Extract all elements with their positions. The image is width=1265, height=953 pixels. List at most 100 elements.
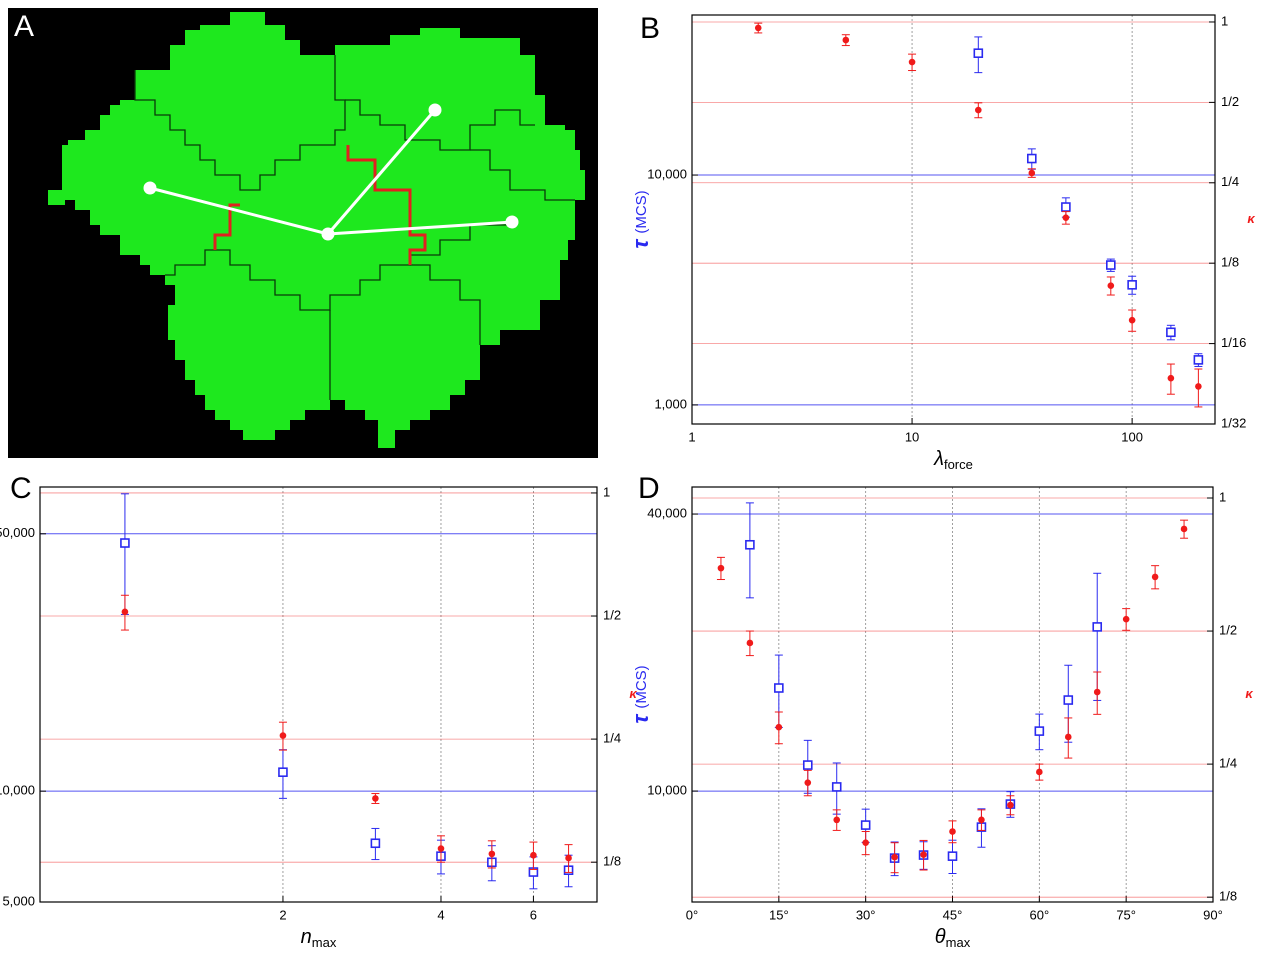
data-point — [746, 639, 754, 647]
x-axis-label-subscript: force — [944, 457, 973, 472]
y-axis-label: τ (MCS) — [628, 190, 653, 248]
chart-panel: 1 10 100 1,000 10,000 1 1/2 1/4 1/8 1/16 1/32 Bλfor… — [628, 12, 1256, 473]
y2-axis-label: κ — [1247, 211, 1255, 226]
data-point — [1063, 695, 1074, 705]
x-tick-label: 1 — [688, 429, 695, 444]
y-axis-label-symbol: τ — [628, 714, 653, 724]
data-point — [1166, 327, 1176, 338]
data-point — [1007, 801, 1014, 809]
panel-a: A — [8, 8, 598, 458]
x-tick-label: 4 — [437, 907, 444, 922]
data-point — [949, 828, 956, 835]
contact-boundary — [213, 145, 427, 265]
cell-center — [143, 181, 157, 195]
data-point — [891, 853, 898, 861]
data-point — [802, 760, 813, 770]
data-point — [1107, 282, 1115, 289]
data-point — [1026, 153, 1037, 164]
data-point — [120, 538, 130, 548]
x-tick-label: 2 — [279, 907, 286, 922]
x-axis-label-symbol: θ — [935, 926, 946, 948]
data-point — [860, 820, 871, 830]
data-point — [831, 782, 842, 792]
y-tick-label: 10,000 — [647, 166, 687, 181]
data-point — [804, 779, 812, 786]
y2-tick-label: 1/4 — [1221, 174, 1239, 189]
y2-axis-label: κ — [629, 686, 637, 701]
y2-tick-label: 1/8 — [603, 854, 621, 869]
x-tick-label: 90° — [1203, 907, 1223, 922]
data-point — [1036, 768, 1043, 776]
y2-tick-label: 1/8 — [1219, 889, 1237, 904]
x-tick-label: 100 — [1121, 429, 1143, 444]
data-point — [1092, 622, 1103, 632]
error-bar — [745, 502, 754, 599]
x-axis-label-symbol: n — [301, 926, 312, 948]
connection-line — [327, 220, 513, 236]
x-axis-label-symbol: λ — [933, 448, 944, 470]
y2-tick-label: 1/2 — [1221, 94, 1239, 109]
data-point — [947, 851, 958, 861]
data-point — [1180, 525, 1188, 533]
panel-label: B — [640, 12, 660, 45]
connection-line — [326, 109, 437, 235]
x-tick-label: 30° — [856, 907, 876, 922]
y2-axis-label: κ — [1245, 686, 1253, 701]
data-point — [775, 723, 783, 731]
y-tick-label: 10,000 — [647, 783, 687, 798]
data-point — [1034, 726, 1045, 736]
y-axis-label: τ (MCS) — [628, 665, 653, 723]
data-point — [745, 539, 755, 550]
center-connections — [143, 103, 519, 241]
connection-line — [149, 186, 329, 236]
y-axis-label-unit: (MCS) — [633, 190, 650, 233]
data-point — [370, 838, 381, 849]
y-tick-label: 1,000 — [654, 396, 687, 411]
data-point — [975, 106, 982, 114]
x-axis-label: λforce — [933, 448, 973, 472]
x-axis-label-subscript: max — [312, 935, 337, 950]
x-axis-label: θmax — [935, 926, 971, 950]
data-point — [1028, 169, 1036, 177]
data-point — [372, 795, 379, 802]
data-point — [862, 839, 869, 847]
data-point — [754, 24, 762, 32]
data-point — [565, 854, 572, 862]
x-tick-label: 45° — [943, 907, 963, 922]
data-point — [1093, 688, 1101, 696]
data-point — [1062, 214, 1070, 222]
y-tick-label: 5,000 — [2, 893, 35, 908]
x-tick-label: 0° — [686, 907, 698, 922]
data-point — [1064, 733, 1072, 741]
data-point — [973, 48, 984, 58]
data-point — [1167, 374, 1175, 382]
y2-tick-label: 1/2 — [603, 607, 621, 622]
panel-label: A — [14, 10, 34, 43]
data-point — [437, 845, 445, 852]
y-tick-label: 50,000 — [0, 525, 35, 540]
y-tick-label: 40,000 — [647, 505, 687, 520]
x-axis-label: nmax — [301, 926, 337, 950]
x-tick-label: 75° — [1116, 907, 1136, 922]
data-point — [842, 36, 850, 44]
y2-tick-label: 1/8 — [1221, 255, 1239, 270]
cell-center — [428, 103, 442, 117]
data-point — [978, 816, 985, 824]
chart-panel: 0° 15° 30° 45° 60° 75° 90° 10,000 40,000 1 1/2 1/4 1… — [628, 472, 1254, 951]
x-tick-label: 15° — [769, 907, 789, 922]
x-tick-label: 6 — [530, 907, 537, 922]
data-point — [1061, 202, 1071, 212]
panel-label: C — [10, 472, 32, 505]
data-point — [121, 608, 129, 616]
data-point — [717, 564, 725, 572]
data-point — [1151, 573, 1159, 581]
cell-center — [505, 215, 519, 229]
plot-frame — [39, 486, 598, 903]
y2-tick-label: 1/4 — [603, 731, 621, 746]
y-axis-label-symbol: τ — [628, 239, 653, 249]
plot-frame — [691, 14, 1216, 425]
x-axis-label-subscript: max — [946, 935, 971, 950]
data-point — [488, 850, 496, 858]
